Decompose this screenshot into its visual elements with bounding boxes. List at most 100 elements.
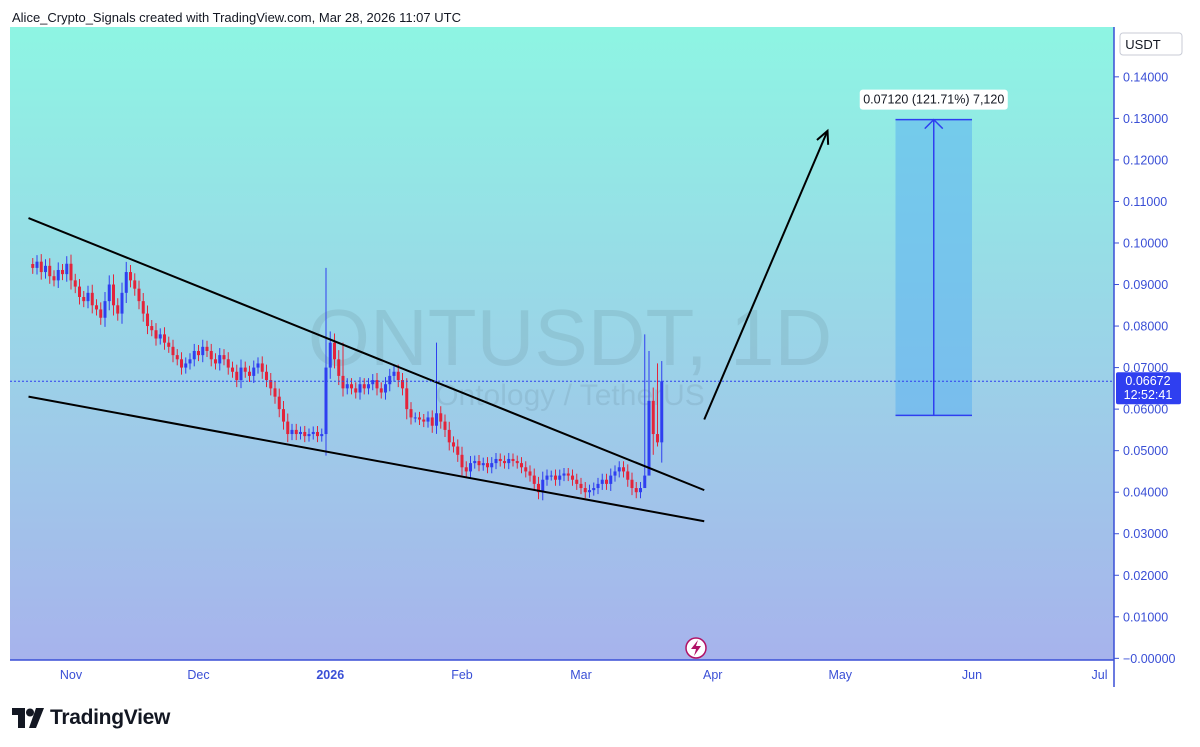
candle-body [494,458,498,464]
candle-body [558,475,562,480]
candle-body [630,479,634,489]
candle-body [622,467,625,472]
candle-body [78,286,81,297]
candle-body [124,272,128,293]
candle-body [226,359,230,368]
candle-body [320,434,324,437]
candle-body [435,413,438,426]
candle-body [294,429,298,435]
candle-body [651,400,655,435]
candle-body [184,363,188,368]
time-tick-label: Nov [60,668,83,682]
candle-body [562,473,566,476]
price-chart[interactable]: ONTUSDT, 1D Ontology / TetherUS 0.07120 … [10,27,1190,687]
candle-body [328,342,332,368]
candle-body [469,463,472,472]
candle-body [273,388,277,397]
candle-body [384,384,387,393]
candle-body [554,475,557,480]
candle-body [545,475,549,480]
price-tick-label: 0.04000 [1123,486,1168,500]
candle-body [286,421,290,435]
tradingview-logo-icon [12,708,44,728]
candle-body [158,334,162,339]
candle-body [507,458,511,464]
candle-body [116,305,120,314]
price-range-label-box [859,89,1008,110]
candle-body [583,488,587,493]
candle-body [358,384,362,393]
candle-body [56,269,60,281]
candle-body [137,288,141,302]
currency-button[interactable]: USDT [1119,32,1183,56]
candle-body [473,461,477,464]
candle-body [256,363,260,368]
candle-body [129,272,132,281]
time-tick-label: 2026 [316,668,344,682]
lightning-icon [691,640,701,656]
price-tick-label: −0.00000 [1123,652,1176,666]
candle-body [31,264,35,268]
candle-body [396,371,400,381]
candle-body [605,479,608,484]
candle-body [486,463,489,468]
tradingview-logo: TradingView [12,706,170,730]
price-tick-label: 0.14000 [1123,70,1168,84]
candle-body [324,367,328,435]
candle-body [48,265,52,277]
candle-body [600,479,604,484]
candle-body [498,458,502,462]
candle-body [222,355,226,360]
candle-body [422,419,426,422]
support-trendline [28,395,705,523]
candle-body [260,363,264,372]
candle-body [214,359,217,364]
price-tick-label: 0.10000 [1123,236,1168,250]
candle-body [73,280,77,287]
candle-body [418,417,421,420]
candle-body [571,475,574,480]
price-range-arrowhead [924,118,944,130]
candle-body [362,384,366,389]
candle-body [626,471,630,480]
flash-event-button[interactable] [685,637,707,659]
candle-body [265,371,268,381]
last-price-countdown: 12:52:41 [1124,388,1173,402]
candle-body [430,417,434,426]
candle-body [69,263,73,281]
candle-body [86,292,90,302]
candle-body [639,488,642,493]
drawings-layer: 0.07120 (121.71%) 7,120 [10,89,1114,523]
candle-body [180,359,183,368]
time-tick-label: Dec [187,668,209,682]
resistance-trendline [28,217,705,492]
candle-body [345,384,349,389]
candle-body [154,330,158,339]
candle-body [231,367,234,372]
candle-body [464,467,468,472]
candle-body [566,473,570,476]
price-axis-ticks: 0.14000 0.13000 0.12000 0.11000 0.10000 0.090… [1114,70,1176,666]
candle-body [146,313,149,327]
candle-body [371,380,375,385]
candle-body [617,467,621,472]
candle-body [401,380,404,389]
last-price-value: 0.06672 [1125,374,1170,388]
candle-body [282,409,285,422]
candle-body [460,454,464,468]
time-tick-label: Jun [962,668,982,682]
candle-body [477,461,481,466]
candle-body [579,483,583,489]
candle-body [592,488,596,491]
candle-body [537,483,540,493]
price-range-label: 0.07120 (121.71%) 7,120 [863,93,1004,107]
candle-body [201,346,205,356]
candle-body [367,384,370,389]
candle-body [405,388,409,410]
candle-body [218,355,222,364]
price-axis-panel [1114,27,1190,687]
chart-frame: ONTUSDT, 1D Ontology / TetherUS 0.07120 … [10,27,1190,687]
candle-body [188,359,192,364]
candle-body [107,284,111,302]
candle-body [120,292,124,314]
